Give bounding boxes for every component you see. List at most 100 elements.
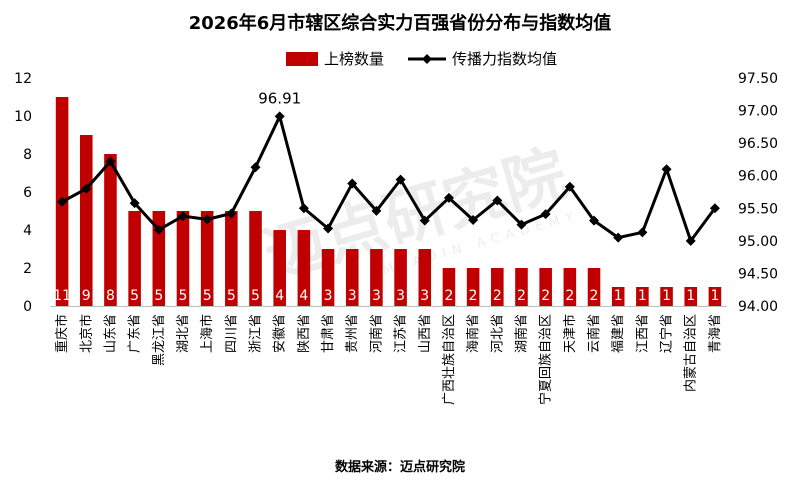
x-tick-label: 河南省 [368, 314, 384, 353]
bar [321, 249, 335, 306]
line-point [129, 198, 140, 209]
bar [176, 211, 190, 306]
x-tick-label: 内蒙古自治区 [683, 314, 699, 392]
bar [370, 249, 383, 306]
y-left-tick-label: 6 [23, 185, 32, 201]
x-tick-label: 贵州省 [345, 314, 360, 353]
bar [636, 287, 649, 306]
x-tick-label: 陕西省 [297, 314, 312, 353]
bar-value-label: 1 [638, 288, 647, 304]
y-right-tick-label: 94.00 [738, 299, 778, 315]
bar-value-label: 1 [710, 288, 719, 304]
line-point [371, 205, 382, 216]
line-point [709, 203, 720, 214]
line-series: 96.91 [57, 89, 720, 246]
chart-title: 2026年6月市辖区综合实力百强省份分布与指数均值 [189, 12, 612, 34]
line-point [177, 211, 188, 222]
bar [152, 211, 166, 306]
line-path [61, 114, 717, 243]
line-point [613, 232, 624, 243]
line-annotation: 96.91 [258, 89, 301, 107]
x-tick-label: 山西省 [418, 314, 433, 353]
bar [587, 268, 601, 306]
legend: 上榜数量 传播力指数均值 [286, 50, 557, 68]
line-point [443, 192, 454, 203]
bar [345, 249, 359, 306]
x-tick-label: 浙江省 [249, 314, 264, 353]
bar-value-label: 5 [154, 288, 163, 304]
bar-value-label: 4 [299, 288, 308, 304]
bar-value-label: 5 [251, 288, 260, 304]
x-tick-label: 福建省 [611, 314, 626, 353]
bar-value-label: 4 [275, 288, 284, 304]
legend-bar-swatch [286, 52, 318, 66]
x-tick-label: 广东省 [128, 314, 143, 353]
line-point [226, 208, 237, 219]
y-axis-right: 94.00 94.50 95.00 95.50 96.00 96.50 97.00 97.50 [738, 71, 778, 315]
bar [297, 230, 311, 306]
y-right-tick-label: 96.00 [738, 169, 778, 185]
x-tick-label: 云南省 [586, 314, 602, 353]
bar [563, 268, 577, 306]
bar [79, 135, 93, 306]
line-point [57, 196, 68, 207]
line-point [540, 209, 551, 220]
x-tick-label: 甘肃省 [321, 314, 336, 353]
bar [273, 230, 286, 306]
line-point [661, 164, 672, 175]
legend-line-label: 传播力指数均值 [452, 50, 557, 68]
x-tick-label: 北京市 [78, 314, 94, 353]
line-point [589, 215, 600, 226]
bar-value-label: 5 [130, 288, 139, 304]
bar [128, 211, 141, 306]
line-point [564, 181, 575, 192]
y-right-tick-label: 97.00 [738, 104, 778, 120]
y-right-tick-label: 97.50 [738, 71, 778, 87]
x-tick-label: 辽宁省 [659, 314, 675, 353]
bar-value-label: 1 [662, 288, 671, 304]
bar-value-label: 2 [493, 288, 502, 304]
bar [442, 268, 456, 306]
legend-bar-label: 上榜数量 [324, 50, 384, 68]
y-left-tick-label: 12 [14, 71, 32, 87]
x-tick-label: 湖南省 [513, 314, 529, 353]
bar [249, 211, 262, 306]
bar-value-label: 11 [53, 288, 71, 304]
bar-value-label: 3 [372, 288, 381, 304]
y-right-tick-label: 95.00 [738, 234, 778, 250]
x-tick-label: 天津市 [562, 314, 578, 353]
y-right-tick-label: 94.50 [738, 266, 778, 282]
bar-value-label: 3 [348, 288, 357, 304]
y-right-tick-label: 95.50 [738, 201, 778, 217]
bar-value-label: 2 [590, 288, 599, 304]
bar [515, 268, 528, 306]
x-tick-label: 安徽省 [273, 314, 288, 353]
x-tick-label: 黑龙江省 [152, 314, 167, 366]
x-tick-label: 海南省 [465, 314, 481, 353]
y-left-tick-label: 8 [23, 147, 32, 163]
bar [491, 268, 504, 306]
bar-value-label: 1 [614, 288, 623, 304]
bar [394, 249, 407, 306]
x-tick-label: 青海省 [708, 314, 723, 353]
line-point [516, 219, 527, 230]
x-tick-label: 上海市 [199, 314, 215, 353]
bar [611, 287, 625, 306]
bar [660, 287, 673, 306]
line-point [153, 224, 164, 235]
line-point [347, 178, 358, 189]
line-point [685, 235, 696, 246]
bar-value-label: 2 [541, 288, 550, 304]
bar-value-label: 2 [517, 288, 526, 304]
y-left-tick-label: 10 [14, 109, 32, 125]
x-axis-labels: 重庆市 北京市 山东省 广东省 黑龙江省 湖北省 上海市 四川省 浙江省 安徽省 陕西省 甘肃省 贵州省… [54, 314, 723, 405]
y-left-tick-label: 0 [23, 299, 32, 315]
x-tick-label: 广西壮族自治区 [441, 314, 457, 405]
source-note: 数据来源：迈点研究院 [335, 459, 465, 475]
bar-value-label: 3 [324, 288, 333, 304]
bar-value-label: 9 [82, 288, 91, 304]
line-point [274, 111, 285, 122]
bar-value-label: 1 [686, 288, 695, 304]
y-left-tick-label: 2 [23, 261, 32, 277]
